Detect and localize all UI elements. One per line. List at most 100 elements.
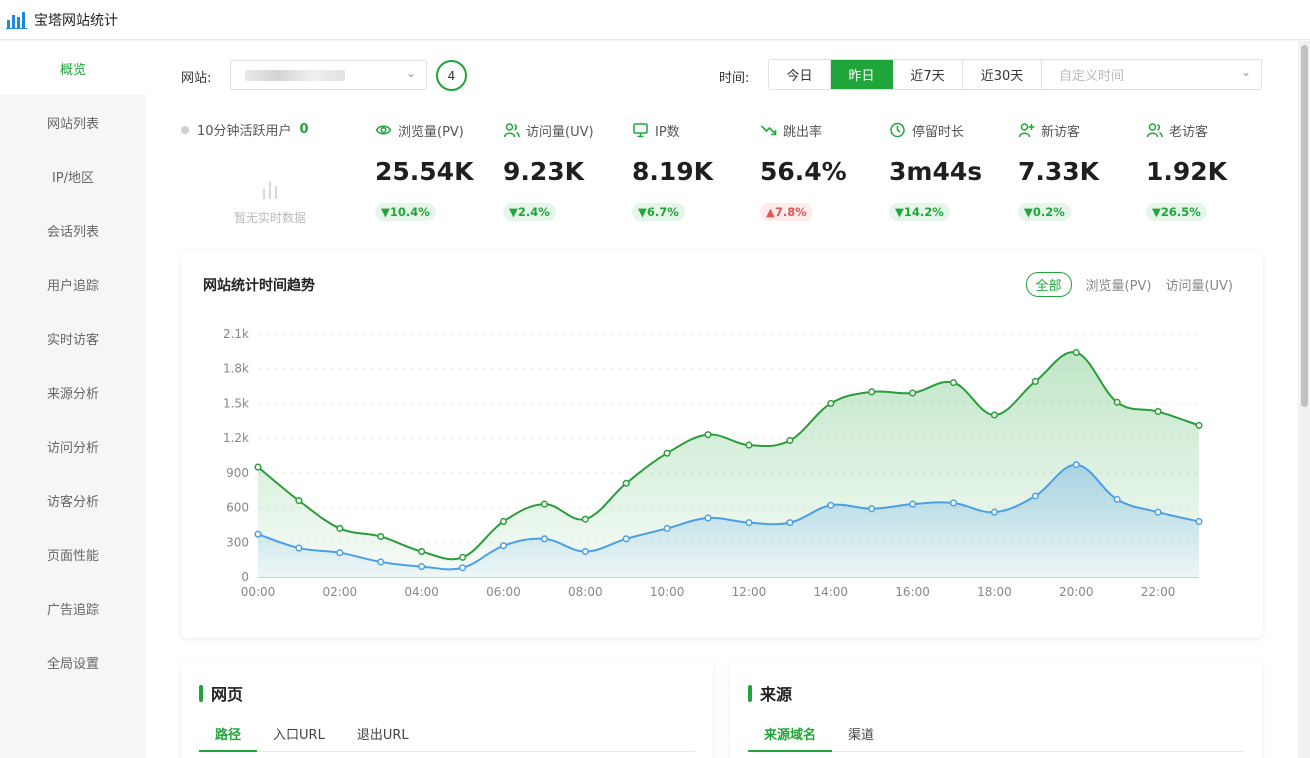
custom-time-placeholder: 自定义时间 xyxy=(1059,69,1125,84)
chart-tab[interactable]: 全部 xyxy=(1025,272,1072,297)
sidebar-item[interactable]: 实时访客 xyxy=(46,332,99,348)
uv-point xyxy=(990,508,998,516)
status-dot xyxy=(181,125,189,134)
active-users: 10分钟活跃用户 0 xyxy=(181,120,309,139)
sidebar-item[interactable]: IP/地区 xyxy=(51,170,95,186)
sidebar-item[interactable]: 访问分析 xyxy=(46,440,99,456)
sidebar-item[interactable]: 页面性能 xyxy=(46,548,99,564)
y-tick-label: 900 xyxy=(226,466,249,480)
site-label: 网站: xyxy=(181,71,212,86)
pages-card-title: 网页 xyxy=(199,681,243,705)
pv-point xyxy=(499,517,508,526)
site-count-badge: 4 xyxy=(436,60,467,91)
page-scrollbar[interactable] xyxy=(1298,41,1310,758)
users-icon xyxy=(1146,123,1163,138)
metric-card: 访问量(UV) 9.23K ▼2.4% xyxy=(503,121,623,221)
metric-head: 停留时长 xyxy=(889,121,1009,140)
metric-card: 新访客 7.33K ▼0.2% xyxy=(1018,121,1138,221)
pv-point xyxy=(336,524,344,532)
metric-head: 老访客 xyxy=(1146,121,1266,140)
metric-label: 访问量(UV) xyxy=(526,124,594,140)
sidebar-item[interactable]: 用户追踪 xyxy=(46,278,99,294)
sidebar-item[interactable]: 全局设置 xyxy=(46,656,99,672)
pv-point xyxy=(745,441,753,449)
sidebar-item[interactable]: 广告追踪 xyxy=(46,602,99,618)
metric-change-badge: ▼0.2% xyxy=(1018,203,1071,221)
sidebar-item[interactable]: 来源分析 xyxy=(46,386,99,402)
uv-point xyxy=(581,547,589,556)
pages-card-tabs: 路径 入口URL 退出URL xyxy=(199,722,695,752)
eye-icon xyxy=(375,125,392,135)
custom-time-picker[interactable]: 自定义时间 ⌄ xyxy=(1042,60,1261,89)
y-tick-label: 0 xyxy=(241,570,249,584)
pv-point xyxy=(949,379,958,387)
metric-value: 25.54K xyxy=(375,157,474,186)
chart-tab[interactable]: 访问量(UV) xyxy=(1165,279,1233,294)
metric-head: 跳出率 xyxy=(760,121,880,140)
sidebar-item[interactable]: 访客分析 xyxy=(46,494,99,510)
active-users-count: 0 xyxy=(299,122,309,137)
time-option-button[interactable]: 今日 xyxy=(769,60,831,89)
uv-point xyxy=(295,544,303,552)
metric-change-badge: ▼6.7% xyxy=(632,203,685,221)
scroll-thumb[interactable] xyxy=(1301,45,1308,407)
pv-point xyxy=(704,431,712,439)
uv-point xyxy=(786,519,794,527)
x-tick-label: 02:00 xyxy=(323,585,358,599)
metric-card: IP数 8.19K ▼6.7% xyxy=(632,121,752,221)
y-tick-label: 300 xyxy=(226,535,249,549)
pv-point xyxy=(868,388,876,396)
no-realtime-data: 暂无实时数据 xyxy=(216,179,324,226)
uv-point xyxy=(949,499,958,507)
uv-point xyxy=(868,505,876,513)
time-option-button[interactable]: 近30天 xyxy=(963,60,1042,89)
card-tab[interactable]: 渠道 xyxy=(848,728,875,743)
chart-tab[interactable]: 浏览量(PV) xyxy=(1085,279,1152,294)
x-tick-label: 08:00 xyxy=(568,585,603,599)
x-tick-label: 10:00 xyxy=(650,585,685,599)
uv-point xyxy=(909,500,917,508)
blurred-site-name xyxy=(245,70,345,81)
metric-label: 跳出率 xyxy=(783,124,823,140)
pv-point xyxy=(377,532,385,541)
metric-card: 老访客 1.92K ▼26.5% xyxy=(1146,121,1266,221)
uv-point xyxy=(540,535,548,543)
time-option-button[interactable]: 近7天 xyxy=(893,60,963,89)
metric-card: 跳出率 56.4% ▲7.8% xyxy=(760,121,880,221)
pv-point xyxy=(1031,377,1039,385)
card-tab[interactable]: 退出URL xyxy=(356,728,409,743)
sources-card: 来源 来源域名 渠道 xyxy=(730,660,1262,758)
no-realtime-text: 暂无实时数据 xyxy=(233,211,306,225)
uv-point xyxy=(663,524,671,532)
uv-point xyxy=(827,501,835,509)
uv-point xyxy=(1195,517,1203,526)
y-tick-label: 600 xyxy=(226,501,249,515)
user-plus-icon xyxy=(1018,123,1035,138)
sidebar-item[interactable]: 网站列表 xyxy=(46,116,99,132)
uv-point xyxy=(1154,508,1162,516)
main-panel: 网站: ⌄ 4 时间: 今日 昨日 近7天 近30天 自定义时间 ⌄ 10分钟活跃用户… xyxy=(146,41,1298,758)
sidebar-item[interactable]: 会话列表 xyxy=(46,224,99,240)
uv-point xyxy=(377,558,385,566)
metric-label: 新访客 xyxy=(1041,124,1081,140)
time-option-button[interactable]: 昨日 xyxy=(831,60,893,89)
card-tab[interactable]: 来源域名 xyxy=(748,722,833,752)
pv-point xyxy=(1072,348,1080,357)
uv-area xyxy=(258,464,1199,577)
sources-card-title: 来源 xyxy=(748,681,792,705)
title-bar: 宝塔网站统计 xyxy=(0,0,1310,40)
pv-point xyxy=(540,500,548,508)
x-tick-label: 16:00 xyxy=(895,585,930,599)
metric-head: IP数 xyxy=(632,121,752,140)
sidebar-item[interactable]: 概览 xyxy=(0,41,146,95)
x-tick-label: 22:00 xyxy=(1141,585,1176,599)
pv-point xyxy=(663,449,671,457)
x-tick-label: 14:00 xyxy=(813,585,848,599)
card-tab[interactable]: 路径 xyxy=(199,722,258,752)
card-tab[interactable]: 入口URL xyxy=(273,728,325,743)
trend-down-icon xyxy=(760,125,777,136)
pv-point xyxy=(990,411,998,419)
y-tick-label: 1.5k xyxy=(223,396,249,410)
site-select[interactable]: ⌄ xyxy=(230,60,427,90)
pv-point xyxy=(622,479,630,487)
